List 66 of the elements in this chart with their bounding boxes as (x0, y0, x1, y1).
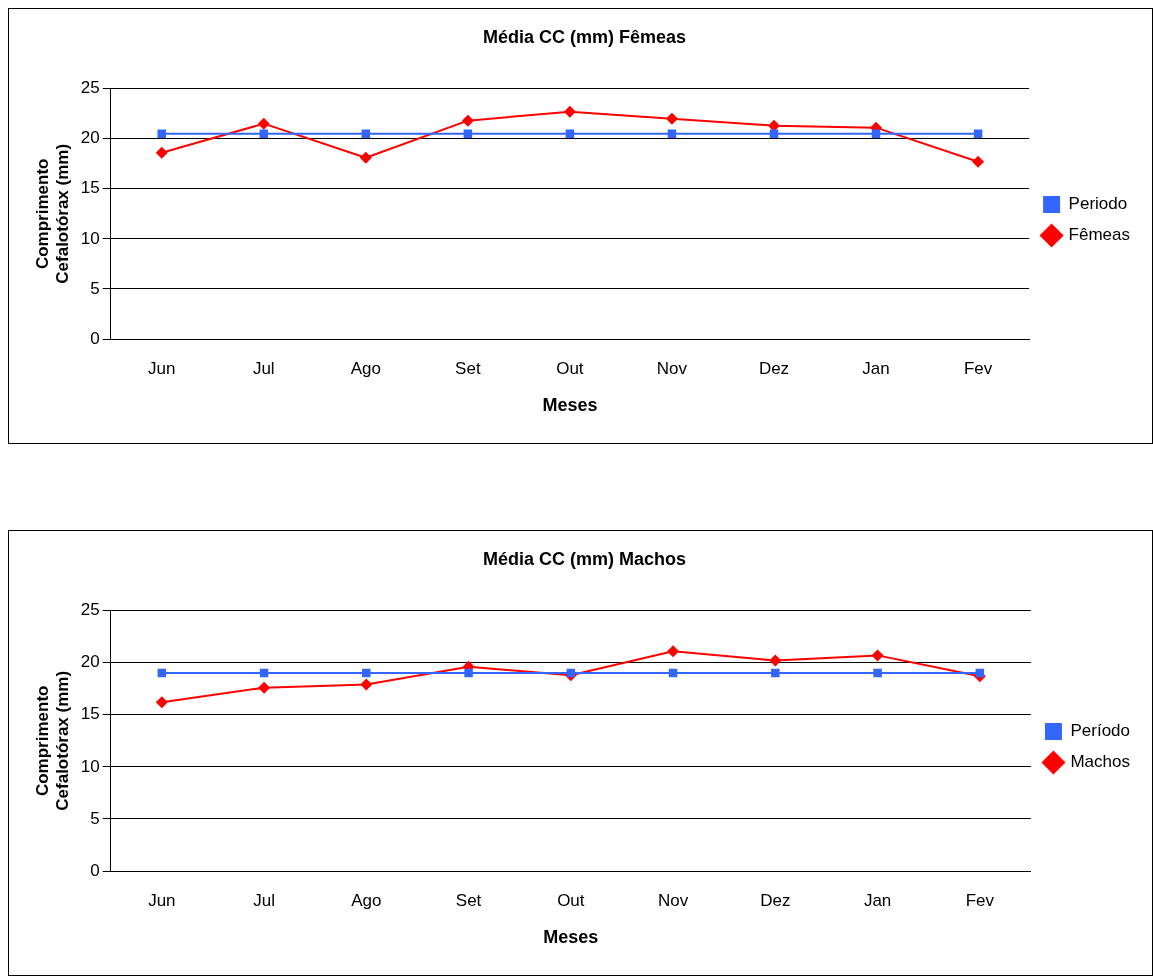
y-tick-label: 10 (80, 228, 100, 248)
x-tick-label: Set (455, 890, 482, 910)
x-tick-label: Jun (148, 358, 176, 378)
x-tick-label: Ago (351, 890, 382, 910)
point (769, 129, 779, 138)
y-tick-label: 5 (90, 808, 100, 828)
point (461, 114, 474, 127)
x-axis-title: Meses (543, 927, 599, 948)
x-axis-title: Meses (542, 395, 598, 416)
chart-title: Média CC (mm) Machos (482, 548, 687, 569)
point (972, 155, 985, 168)
point (362, 668, 371, 678)
point (361, 129, 371, 138)
point (871, 129, 881, 138)
point (155, 146, 168, 159)
y-tick-label: 20 (80, 652, 100, 672)
point (667, 129, 677, 138)
x-tick-label: Jan (862, 358, 890, 378)
y-tick-label: 25 (80, 78, 100, 98)
point (667, 645, 680, 658)
y-axis-title: Comprimento Cefalotórax (mm) (32, 670, 73, 811)
point (463, 129, 473, 138)
y-tick-label: 10 (80, 756, 100, 776)
point (771, 668, 780, 678)
y-tick-label: 20 (80, 128, 100, 148)
y-tick-label: 15 (80, 178, 100, 198)
x-tick-label: Out (556, 358, 584, 378)
point (360, 678, 373, 691)
y-tick-label: 0 (90, 860, 100, 880)
legend-label: Período (1070, 721, 1131, 741)
point (973, 129, 983, 138)
point (157, 129, 166, 138)
y-tick-label: 15 (80, 704, 100, 724)
legend-label: Machos (1070, 752, 1130, 772)
point (563, 105, 576, 118)
x-tick-label: Jul (253, 890, 275, 910)
point (259, 129, 269, 138)
point (155, 696, 168, 709)
x-tick-label: Jan (863, 890, 892, 910)
x-tick-label: Dez (760, 890, 791, 910)
y-tick-label: 0 (90, 328, 100, 348)
point (464, 668, 473, 678)
x-tick-label: Dez (758, 358, 790, 378)
x-tick-label: Set (455, 358, 481, 378)
x-tick-label: Jul (252, 358, 275, 378)
y-tick-label: 5 (90, 278, 100, 298)
x-tick-label: Out (557, 890, 585, 910)
legend-label: Periodo (1068, 194, 1128, 214)
point (565, 129, 575, 138)
point (258, 681, 271, 694)
point (257, 117, 270, 130)
point (359, 151, 372, 164)
point (871, 649, 884, 662)
point (769, 654, 782, 667)
x-tick-label: Nov (657, 890, 689, 910)
x-tick-label: Ago (350, 358, 381, 378)
y-tick-label: 25 (80, 600, 100, 620)
x-tick-label: Jun (148, 890, 176, 910)
x-tick-label: Fev (963, 358, 993, 378)
chart-title: Média CC (mm) Fêmeas (482, 26, 687, 47)
point (873, 668, 882, 678)
legend-label: Fêmeas (1068, 225, 1131, 245)
y-axis-title: Comprimento Cefalotórax (mm) (32, 143, 73, 284)
point (665, 112, 678, 125)
x-tick-label: Nov (656, 358, 688, 378)
x-tick-label: Fev (965, 890, 995, 910)
